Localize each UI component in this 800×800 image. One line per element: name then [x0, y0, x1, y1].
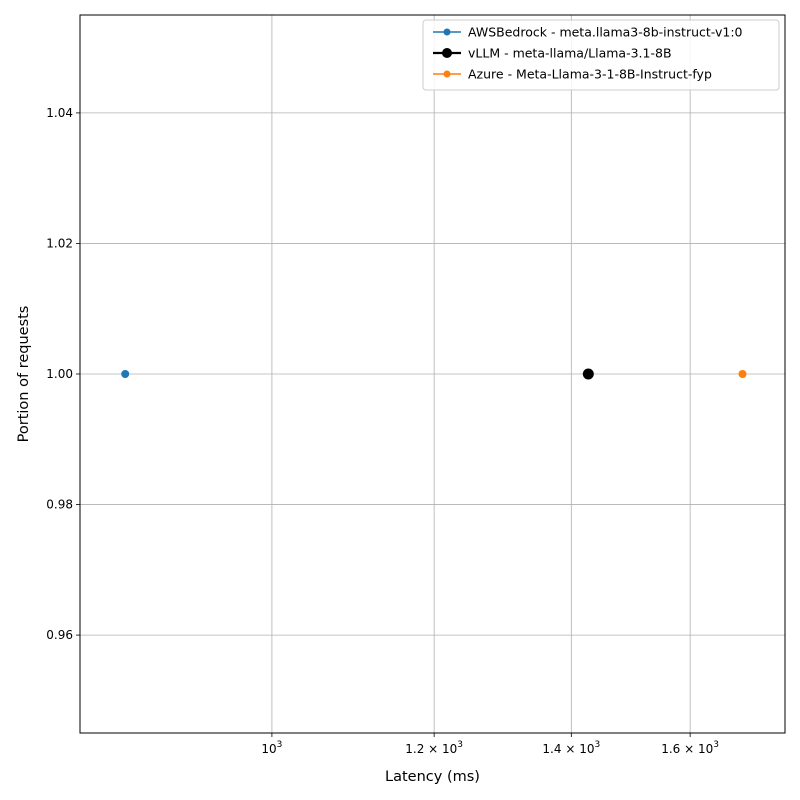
y-tick-label: 1.02 — [46, 236, 73, 250]
legend-box — [422, 19, 780, 91]
data-points — [121, 368, 747, 380]
data-point-series-0 — [121, 370, 130, 378]
legend-marker-2 — [443, 70, 451, 78]
x-tick-label: 1.4 × 103 — [542, 740, 600, 756]
y-tick-label: 0.96 — [46, 628, 73, 642]
x-tick-label: 1.6 × 103 — [661, 740, 719, 756]
legend-marker-0 — [443, 28, 451, 36]
legend-label-1: vLLM - meta-llama/Llama-3.1-8B — [468, 46, 672, 61]
legend-marker-1 — [442, 48, 452, 58]
y-tick-label: 1.04 — [46, 106, 73, 120]
x-axis-label: Latency (ms) — [385, 769, 480, 785]
y-tick-label: 1.00 — [46, 367, 73, 381]
y-axis-label: Portion of requests — [16, 306, 32, 443]
data-point-series-2 — [738, 370, 747, 378]
y-axis-ticks: 0.96 0.98 1.00 1.02 1.04 — [46, 106, 80, 642]
legend-label-0: AWSBedrock - meta.llama3-8b-instruct-v1:… — [468, 25, 743, 40]
data-point-series-1 — [582, 368, 594, 380]
legend-label-2: Azure - Meta-Llama-3-1-8B-Instruct-fyp — [468, 67, 712, 82]
y-tick-label: 0.98 — [46, 498, 73, 512]
x-tick-label: 1.2 × 103 — [405, 740, 463, 756]
grid-lines — [80, 15, 785, 733]
x-axis-ticks: 103 1.2 × 103 1.4 × 103 1.6 × 103 — [261, 733, 719, 756]
x-tick-label: 103 — [261, 740, 282, 756]
legend: AWSBedrock - meta.llama3-8b-instruct-v1:… — [422, 19, 780, 91]
